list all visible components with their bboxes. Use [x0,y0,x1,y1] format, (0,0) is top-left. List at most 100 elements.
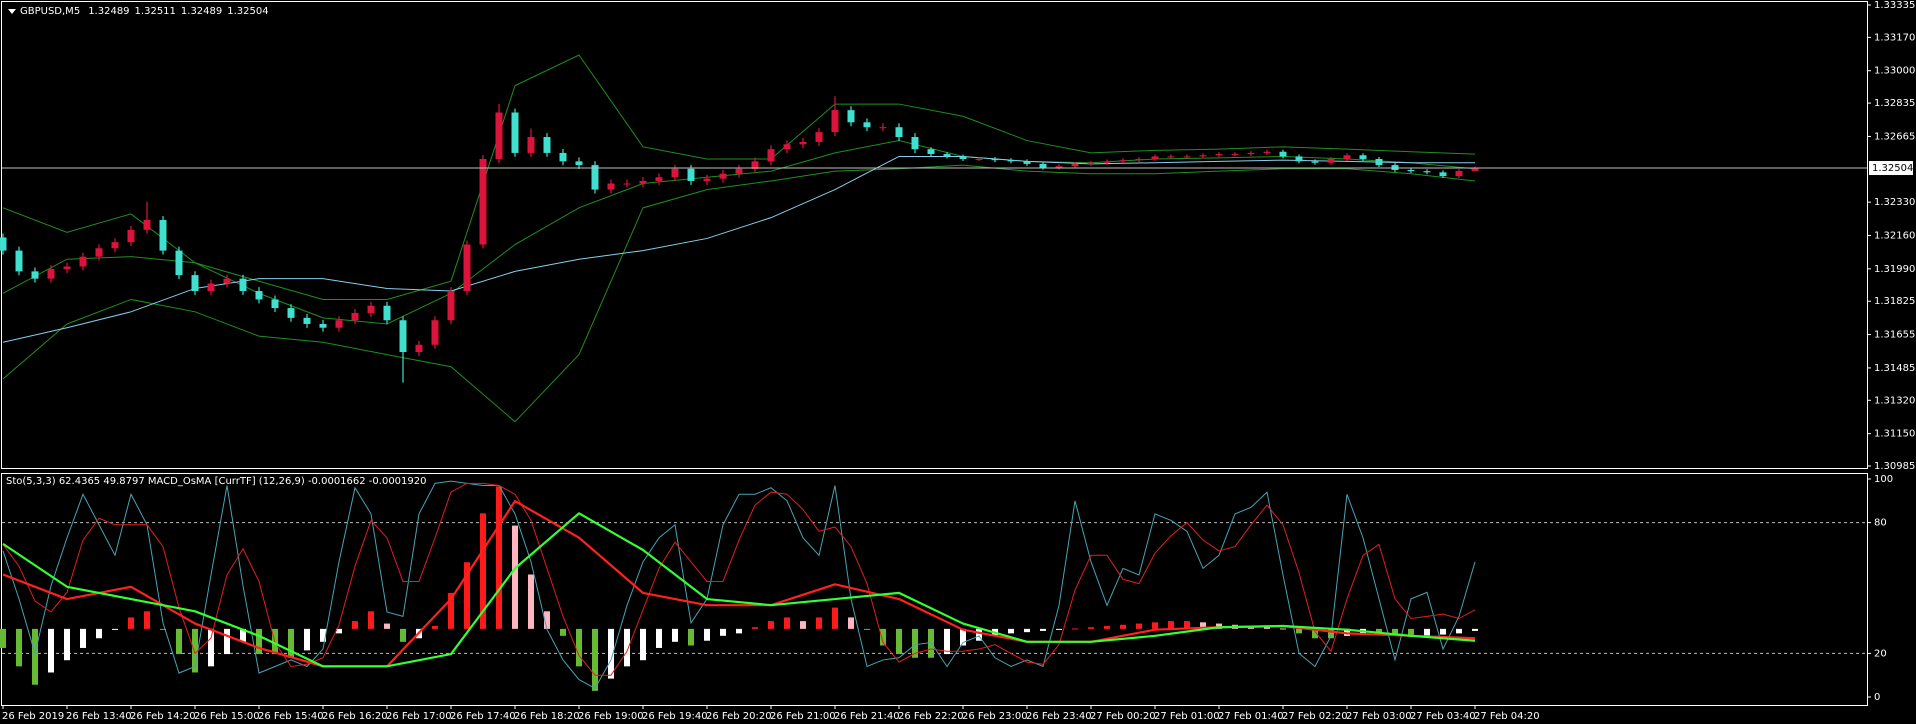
candle-body [751,161,759,169]
histogram-bar [448,592,454,629]
x-tick-label: 26 Feb 15:00 [194,711,260,722]
x-tick-label: 26 Feb 23:00 [962,711,1028,722]
histogram-bar [0,628,6,648]
x-tick-label: 27 Feb 01:00 [1154,711,1220,722]
candle-body [783,144,791,150]
histogram-bar [896,628,902,655]
candle-body [47,269,55,279]
x-tick-label: 26 Feb 20:20 [706,711,772,722]
histogram-bar [944,628,950,655]
x-tick-label: 26 Feb 2019 [2,711,64,722]
candle-body [1471,168,1479,171]
candle-body [863,122,871,128]
candle-body [1215,154,1223,156]
candle-body [143,220,151,230]
histogram-bar [1264,627,1270,629]
candle-body [79,256,87,267]
histogram-bar [64,628,70,661]
histogram-bar [128,617,134,629]
histogram-bar [1104,626,1110,629]
y-tick-label: 1.32665 [1874,131,1915,142]
candle-body [607,183,615,190]
x-tick-label: 26 Feb 21:40 [834,711,900,722]
y-tick-label: 1.31655 [1874,330,1915,341]
x-tick-label: 26 Feb 17:40 [450,711,516,722]
histogram-bar [1408,628,1414,638]
candle-body [1199,155,1207,157]
histogram-bar [1088,627,1094,629]
x-tick-label: 26 Feb 15:40 [258,711,324,722]
indicator-header: Sto(5,3,3) 62.4365 49.8797 MACD_OsMA [Cu… [6,476,427,487]
y-tick-label: 1.31825 [1874,296,1915,307]
histogram-bar [752,627,758,629]
x-tick-label: 26 Feb 23:40 [1026,711,1092,722]
candle-body [1423,171,1431,173]
candle-body [319,323,327,328]
candle-body [1007,160,1015,162]
histogram-bar [704,628,710,641]
histogram-bar [176,628,182,655]
x-tick-label: 26 Feb 22:20 [898,711,964,722]
histogram-bar [848,617,854,629]
y-tick-label: 1.31485 [1874,363,1915,374]
histogram-bar [976,628,982,641]
candle-body [1375,158,1383,166]
candle-body [831,110,839,133]
candle-body [431,320,439,345]
histogram-bar [1136,623,1142,629]
histogram-bar [816,617,822,629]
y-tick-label: 1.33335 [1874,0,1915,11]
candle-body [0,237,7,251]
histogram-bar [16,628,22,667]
candle-body [639,180,647,184]
histogram-bar [864,628,870,630]
candle-body [847,110,855,123]
candle-body [63,266,71,270]
histogram-bar [1008,628,1014,634]
candle-body [655,177,663,181]
overlay-line [2,164,1476,423]
histogram-bar [912,628,918,658]
histogram-bar [432,626,438,629]
candle-body [335,320,343,328]
y-tick-label: 0 [1874,692,1880,703]
candle-body [1103,161,1111,163]
y-tick-label: 1.32330 [1874,197,1915,208]
last-high: 1.32511 [135,6,176,17]
x-tick-label: 26 Feb 19:00 [578,711,644,722]
y-tick-label: 1.32835 [1874,98,1915,109]
candle-body [463,244,471,292]
overlay-line [2,155,1475,343]
menu-triangle[interactable] [8,9,16,14]
candle-body [415,344,423,353]
x-tick-label: 27 Feb 00:20 [1090,711,1156,722]
candle-body [479,158,487,245]
x-tick-label: 27 Feb 01:40 [1218,711,1284,722]
x-tick-label: 26 Feb 17:00 [386,711,452,722]
histogram-bar [1440,628,1446,635]
histogram-bar [304,628,310,651]
candle-body [1039,163,1047,168]
histogram-bar [352,621,358,629]
candle-body [191,275,199,292]
candle-body [111,242,119,249]
histogram-bar [208,628,214,667]
candle-body [255,291,263,300]
candle-body [1023,161,1031,164]
candle-body [1263,151,1271,153]
price-box [1869,161,1913,176]
candle-body [543,137,551,153]
x-tick-label: 27 Feb 04:20 [1474,711,1540,722]
histogram-bar [656,628,662,648]
histogram-bar [1312,628,1318,639]
histogram-bar [144,611,150,629]
candle-body [1135,158,1143,161]
histogram-bar [736,628,742,634]
candle-body [207,283,215,292]
histogram-bar [240,628,246,642]
histogram-bar [1200,622,1206,629]
histogram-bar [768,621,774,629]
candle-body [239,278,247,292]
